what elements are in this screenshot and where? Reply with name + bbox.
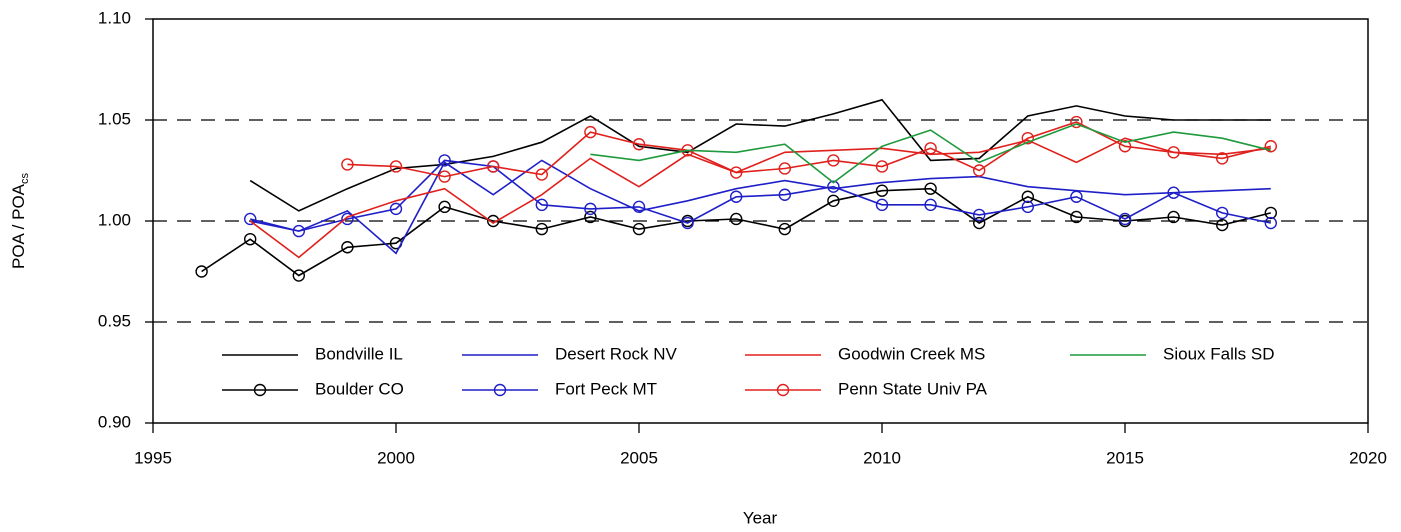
legend-marker bbox=[253, 383, 267, 397]
series-line bbox=[347, 121, 1271, 178]
legend-marker bbox=[776, 383, 790, 397]
data-point bbox=[487, 214, 500, 228]
legend-label: Boulder CO bbox=[315, 379, 404, 398]
y-axis-label-subscript: cs bbox=[19, 172, 31, 184]
data-point bbox=[875, 198, 889, 212]
data-point bbox=[827, 194, 840, 208]
data-point bbox=[1070, 115, 1083, 129]
data-point bbox=[827, 154, 840, 167]
x-tick-label: 2010 bbox=[863, 448, 901, 467]
legend-marker bbox=[493, 383, 507, 397]
series-line bbox=[201, 187, 1271, 277]
y-tick-label: 0.90 bbox=[98, 412, 131, 431]
series-line bbox=[249, 137, 1271, 259]
data-point bbox=[1021, 131, 1035, 145]
data-point bbox=[924, 142, 937, 155]
data-point bbox=[875, 184, 889, 197]
data-point bbox=[730, 190, 743, 203]
x-tick-label: 1995 bbox=[134, 448, 172, 467]
data-point bbox=[535, 198, 548, 212]
data-point bbox=[924, 182, 937, 195]
data-point bbox=[1264, 206, 1278, 220]
data-point bbox=[1264, 216, 1278, 230]
data-point bbox=[389, 202, 403, 216]
x-axis-label: Year bbox=[743, 508, 778, 527]
y-axis-label: POA / POAcs bbox=[9, 172, 30, 269]
x-tick-label: 2000 bbox=[377, 448, 415, 467]
data-point bbox=[973, 208, 986, 222]
data-point bbox=[487, 160, 500, 173]
y-tick-label: 1.05 bbox=[98, 109, 131, 128]
data-point bbox=[584, 125, 597, 139]
data-point bbox=[973, 216, 986, 230]
data-point bbox=[292, 224, 305, 238]
data-point bbox=[243, 212, 257, 226]
legend-label: Goodwin Creek MS bbox=[838, 344, 985, 363]
data-point bbox=[1118, 212, 1132, 226]
data-point bbox=[730, 212, 743, 226]
data-point bbox=[730, 166, 743, 179]
legend-label: Sioux Falls SD bbox=[1163, 344, 1274, 363]
series-line bbox=[250, 159, 1271, 255]
x-tick-label: 2015 bbox=[1106, 448, 1144, 467]
series-line bbox=[249, 98, 1271, 212]
legend-label: Fort Peck MT bbox=[555, 379, 657, 398]
legend-label: Penn State Univ PA bbox=[838, 379, 988, 398]
data-point bbox=[341, 241, 354, 254]
data-point bbox=[535, 168, 548, 181]
series-line bbox=[590, 123, 1271, 184]
data-point bbox=[341, 158, 354, 171]
data-point bbox=[973, 164, 986, 177]
data-point bbox=[1264, 140, 1278, 153]
x-tick-label: 2020 bbox=[1349, 448, 1387, 467]
data-point bbox=[341, 212, 354, 226]
data-point bbox=[1215, 152, 1229, 165]
data-point bbox=[438, 200, 451, 214]
y-axis-label-main: POA / POA bbox=[9, 183, 28, 269]
data-point bbox=[632, 138, 646, 151]
data-point bbox=[1118, 140, 1132, 153]
data-point bbox=[924, 198, 937, 212]
data-point bbox=[632, 200, 646, 214]
data-point bbox=[778, 222, 791, 236]
data-point bbox=[1167, 186, 1180, 199]
data-point bbox=[1215, 206, 1229, 220]
y-tick-label: 1.10 bbox=[98, 8, 131, 27]
data-point bbox=[1070, 210, 1083, 224]
data-point bbox=[1021, 200, 1035, 214]
data-point bbox=[535, 222, 548, 236]
data-point bbox=[584, 210, 597, 224]
data-point bbox=[438, 154, 451, 167]
series-line bbox=[250, 159, 1271, 232]
data-point bbox=[243, 232, 257, 246]
data-point bbox=[1167, 146, 1180, 159]
data-point bbox=[389, 160, 403, 173]
data-point bbox=[292, 269, 305, 282]
y-tick-label: 1.00 bbox=[98, 210, 131, 229]
data-point bbox=[1070, 190, 1083, 203]
data-point bbox=[584, 202, 597, 216]
data-point bbox=[1215, 218, 1229, 232]
data-point bbox=[1021, 190, 1035, 203]
legend-label: Desert Rock NV bbox=[555, 344, 678, 363]
data-point bbox=[632, 222, 646, 236]
data-point bbox=[681, 216, 694, 230]
data-point bbox=[778, 162, 791, 175]
y-tick-label: 0.95 bbox=[98, 311, 131, 330]
data-point bbox=[438, 170, 451, 183]
x-tick-label: 2005 bbox=[620, 448, 658, 467]
data-point bbox=[195, 265, 208, 278]
data-point bbox=[778, 188, 791, 201]
legend-label: Bondville IL bbox=[315, 344, 403, 363]
data-point bbox=[1167, 210, 1180, 224]
data-point bbox=[827, 180, 840, 193]
data-point bbox=[875, 160, 889, 173]
